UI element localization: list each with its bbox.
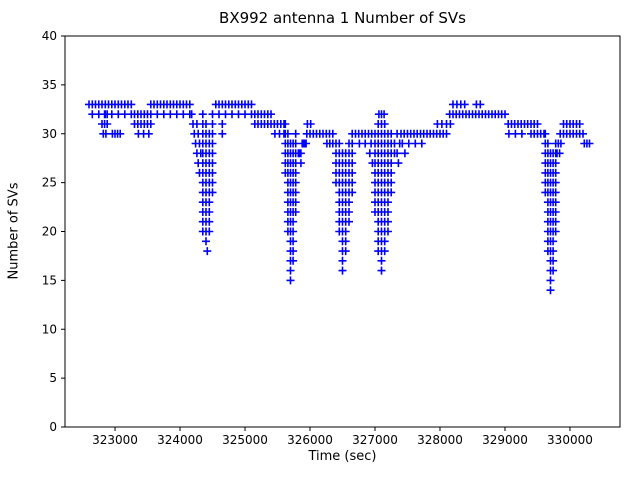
x-tick-label: 329000 bbox=[482, 433, 528, 447]
y-tick-label: 40 bbox=[42, 29, 57, 43]
x-tick-label: 330000 bbox=[547, 433, 593, 447]
x-axis-label: Time (sec) bbox=[308, 449, 377, 464]
x-tick-label: 326000 bbox=[287, 433, 333, 447]
y-axis-label: Number of SVs bbox=[6, 182, 22, 280]
y-tick-label: 5 bbox=[49, 371, 57, 385]
y-tick-label: 30 bbox=[42, 127, 57, 141]
x-tick-label: 325000 bbox=[222, 433, 268, 447]
y-tick-label: 25 bbox=[42, 176, 57, 190]
y-tick-label: 20 bbox=[42, 225, 57, 239]
chart-title: BX992 antenna 1 Number of SVs bbox=[219, 9, 466, 27]
x-tick-label: 324000 bbox=[157, 433, 203, 447]
scatter-points bbox=[85, 100, 594, 295]
y-tick-label: 10 bbox=[42, 322, 57, 336]
x-tick-label: 328000 bbox=[417, 433, 463, 447]
y-tick-label: 0 bbox=[49, 420, 57, 434]
y-tick-label: 15 bbox=[42, 273, 57, 287]
y-tick-label: 35 bbox=[42, 78, 57, 92]
x-tick-label: 327000 bbox=[352, 433, 398, 447]
x-tick-label: 323000 bbox=[92, 433, 138, 447]
